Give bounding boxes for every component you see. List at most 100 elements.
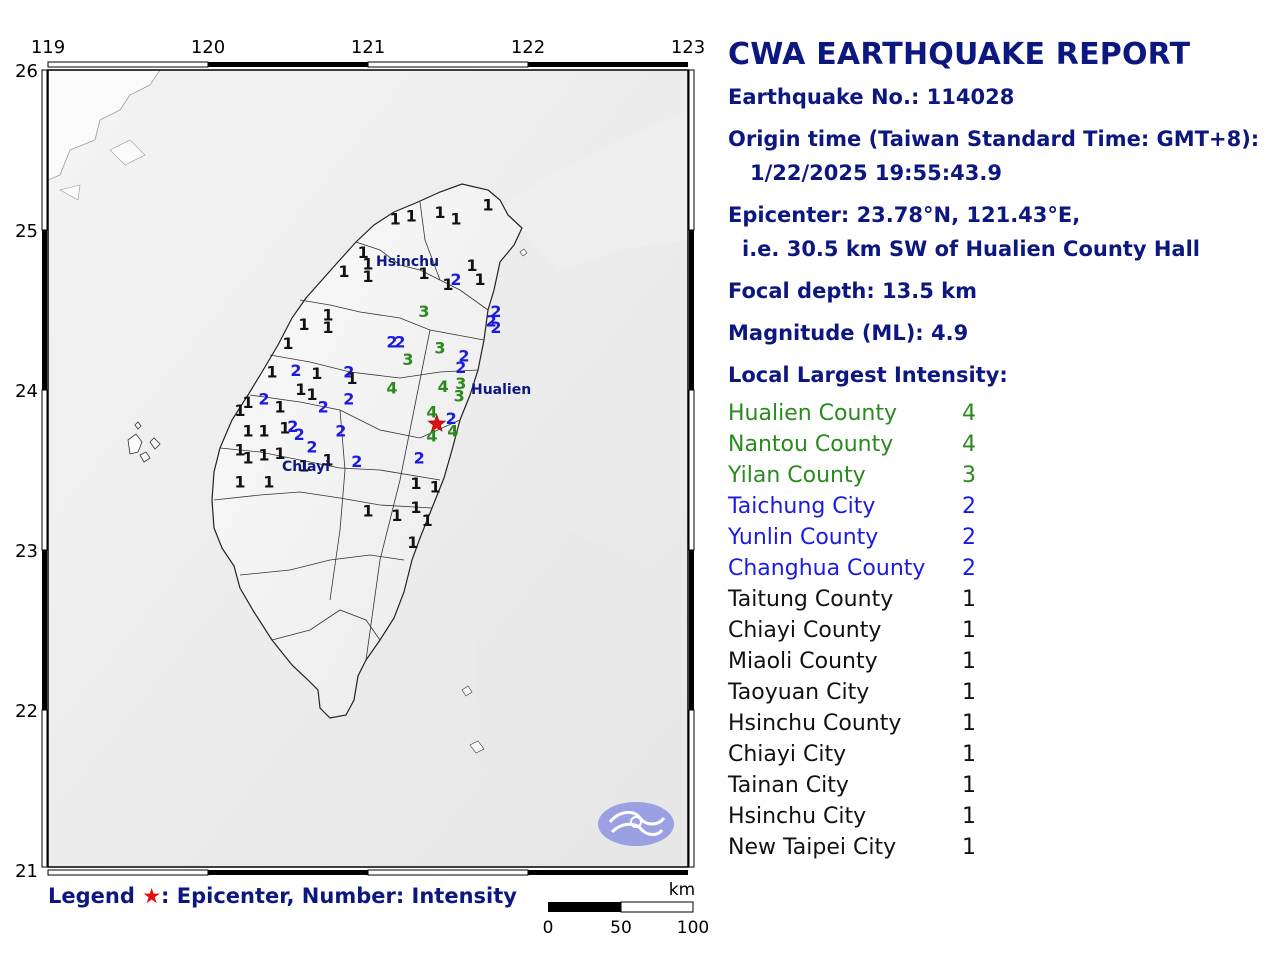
intensity-value: 3: [962, 463, 976, 488]
map-legend: Legend ★: Epicenter, Number: Intensity: [48, 884, 517, 908]
intensity-area: Hsinchu County: [728, 711, 902, 736]
intensity-area: Tainan City: [728, 773, 849, 798]
station-intensity: 2: [290, 361, 301, 380]
station-intensity: 1: [406, 206, 417, 225]
scale-label: 0: [543, 918, 554, 938]
intensity-area: Yilan County: [728, 463, 866, 488]
station-intensity: 1: [466, 256, 477, 275]
lat-tick-label: 23: [15, 541, 38, 562]
intensity-row: Yilan County 3: [728, 460, 1268, 491]
station-intensity: 1: [242, 393, 253, 412]
station-intensity: 2: [490, 318, 501, 337]
lat-tick-label: 26: [15, 61, 38, 82]
station-intensity: 1: [430, 477, 441, 496]
intensity-value: 1: [962, 835, 976, 860]
intensity-area: Taoyuan City: [728, 680, 870, 705]
intensity-list: Hualien County 4 Nantou County 4 Yilan Count…: [728, 398, 1268, 863]
station-intensity: 1: [306, 385, 317, 404]
station-intensity: 1: [322, 305, 333, 324]
city-label-hualien: Hualien: [471, 382, 531, 398]
intensity-row: Chiayi County 1: [728, 615, 1268, 646]
intensity-value: 1: [962, 773, 976, 798]
origin-time-label: Origin time (Taiwan Standard Time: GMT+8…: [728, 127, 1260, 151]
station-intensity: 4: [426, 426, 437, 445]
station-intensity: 2: [450, 270, 461, 289]
station-intensity: 2: [335, 422, 346, 441]
intensity-row: Taitung County 1: [728, 584, 1268, 615]
station-intensity: 1: [234, 401, 245, 420]
station-intensity: 1: [282, 334, 293, 353]
station-intensity: 1: [362, 267, 373, 286]
station-intensity: 1: [418, 264, 429, 283]
station-intensity: 1: [391, 506, 402, 525]
intensity-row: Tainan City 1: [728, 770, 1268, 801]
intensity-area: Miaoli County: [728, 649, 878, 674]
intensity-value: 4: [962, 401, 976, 426]
station-intensity: 3: [434, 339, 445, 358]
lon-tick-label: 122: [511, 37, 545, 58]
station-intensity: 2: [351, 452, 362, 471]
intensity-area: Hsinchu City: [728, 804, 867, 829]
station-intensity: 1: [338, 262, 349, 281]
station-intensity: 2: [455, 358, 466, 377]
taiwan-island: [211, 183, 523, 719]
station-intensity: 2: [386, 332, 397, 351]
cwa-logo-icon: [598, 802, 674, 846]
station-intensity: 1: [242, 422, 253, 441]
lat-tick-label: 25: [15, 221, 38, 242]
intensity-area: Chiayi County: [728, 618, 882, 643]
intensity-heading: Local Largest Intensity:: [728, 363, 1008, 387]
earthquake-number: Earthquake No.: 114028: [728, 85, 1015, 109]
station-intensity: 1: [346, 369, 357, 388]
intensity-value: 1: [962, 711, 976, 736]
intensity-area: Taichung City: [728, 494, 876, 519]
intensity-row: Taichung City 2: [728, 491, 1268, 522]
station-intensity: 1: [274, 444, 285, 463]
intensity-row: Yunlin County 2: [728, 522, 1268, 553]
origin-time: 1/22/2025 19:55:43.9: [750, 161, 1002, 185]
station-intensity: 1: [322, 450, 333, 469]
station-intensity: 3: [402, 350, 413, 369]
intensity-area: Taitung County: [728, 587, 894, 612]
intensity-row: Miaoli County 1: [728, 646, 1268, 677]
city-label-chiayi: Chiayi: [282, 459, 330, 475]
intensity-area: New Taipei City: [728, 835, 897, 860]
intensity-row: Hualien County 4: [728, 398, 1268, 429]
station-intensity: 1: [390, 210, 401, 229]
intensity-area: Hualien County: [728, 401, 898, 426]
intensity-row: Taoyuan City 1: [728, 677, 1268, 708]
report-panel: CWA EARTHQUAKE REPORT Earthquake No.: 11…: [728, 34, 1268, 863]
station-intensity: 2: [394, 332, 405, 351]
intensity-row: New Taipei City 1: [728, 832, 1268, 863]
lon-tick-label: 120: [191, 37, 225, 58]
scale-label: 100: [677, 918, 709, 938]
station-intensity: 3: [454, 387, 465, 406]
county-boundaries: [213, 201, 489, 661]
intensity-area: Yunlin County: [728, 525, 879, 550]
station-intensity: 1: [362, 254, 373, 273]
station-intensity: 2: [343, 363, 354, 382]
intensity-value: 4: [962, 432, 976, 457]
station-intensity: 1: [322, 318, 333, 337]
intensity-value: 1: [962, 587, 976, 612]
station-intensity: 1: [362, 501, 373, 520]
station-intensity: 1: [279, 418, 290, 437]
legend-text: : Epicenter, Number: Intensity: [161, 884, 517, 908]
epicenter: Epicenter: 23.78°N, 121.43°E,: [728, 203, 1081, 227]
scale-unit: km: [669, 880, 695, 900]
intensity-value: 1: [962, 742, 976, 767]
station-intensity: 2: [414, 449, 425, 468]
station-intensity: 2: [287, 417, 298, 436]
station-intensity: 2: [446, 409, 457, 428]
station-intensity: 1: [410, 498, 421, 517]
station-intensity: 1: [263, 473, 274, 492]
scale-label: 50: [610, 918, 632, 938]
lon-tick-label: 123: [671, 37, 705, 58]
lat-tick-label: 24: [15, 381, 38, 402]
lat-tick-label: 21: [15, 861, 38, 882]
station-intensity: 1: [407, 533, 418, 552]
station-intensity: 1: [258, 422, 269, 441]
station-intensity: 2: [306, 438, 317, 457]
